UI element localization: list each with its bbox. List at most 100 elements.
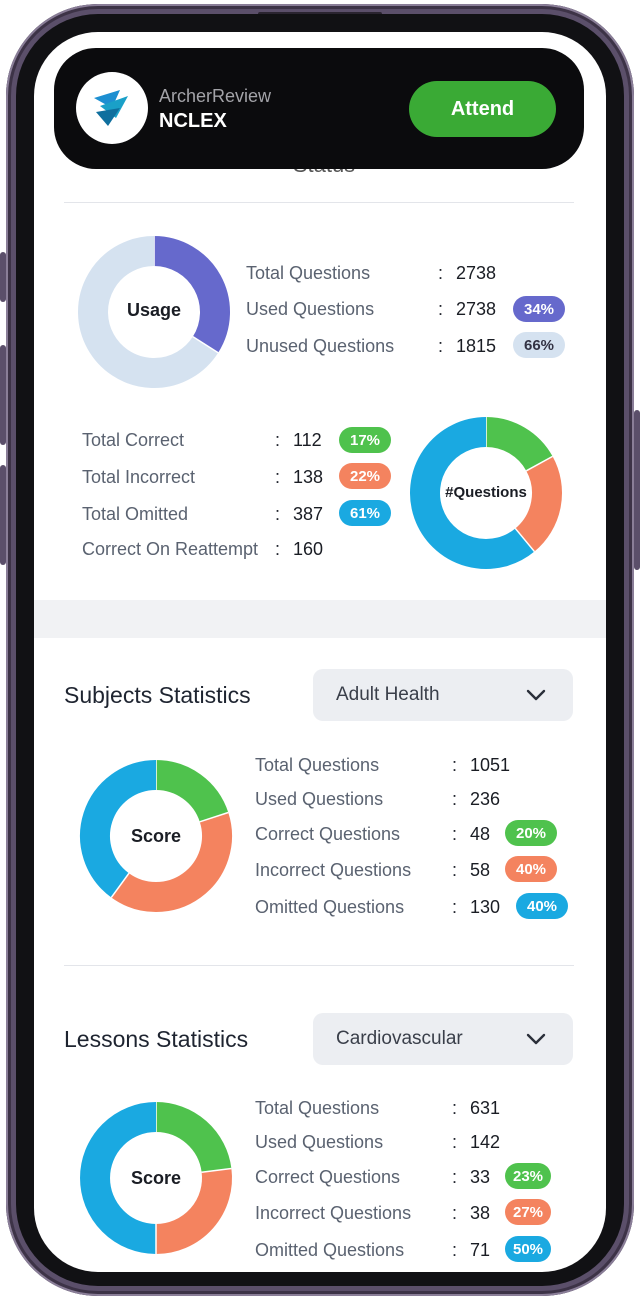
lesson-label: Total Questions	[255, 1098, 380, 1118]
attend-button[interactable]: Attend	[409, 81, 556, 137]
correct-percent-badge: 20%	[505, 820, 557, 846]
app-screen: ArcherReview NCLEX Attend Status Usage T…	[34, 32, 606, 1272]
usage-donut-chart	[78, 236, 230, 388]
colon: :	[275, 504, 281, 524]
subject-value: 1051	[470, 755, 511, 775]
colon: :	[438, 299, 444, 319]
incorrect-slice	[155, 1168, 232, 1254]
omitted-percent-badge: 50%	[505, 1236, 551, 1262]
subject-label: Omitted Questions	[255, 897, 405, 917]
omitted-slice	[410, 417, 535, 569]
subject-value: 58	[470, 860, 491, 880]
correct-percent-badge: 17%	[339, 427, 391, 453]
lesson-label: Incorrect Questions	[255, 1203, 412, 1223]
volume-up-button	[0, 345, 6, 445]
question-label: Total Correct	[82, 430, 185, 450]
usage-value: 2738	[456, 299, 497, 319]
incorrect-percent-badge: 27%	[505, 1199, 551, 1225]
usage-value: 2738	[456, 263, 497, 283]
lesson-value: 38	[470, 1203, 491, 1223]
incorrect-percent-badge: 40%	[505, 856, 557, 882]
colon: :	[452, 897, 458, 917]
colon: :	[452, 1240, 458, 1260]
chevron-down-icon	[526, 689, 546, 701]
subject-label: Total Questions	[255, 755, 380, 775]
chevron-down-icon	[526, 1033, 546, 1045]
subjects-chart-label: Score	[130, 826, 182, 846]
slice-separator	[110, 872, 130, 898]
lessons-chart-label: Score	[130, 1168, 182, 1188]
lesson-value: 71	[470, 1240, 491, 1260]
slice-separator	[525, 455, 553, 472]
subject-dropdown-value: Adult Health	[336, 684, 440, 705]
lesson-dropdown-value: Cardiovascular	[336, 1028, 463, 1049]
unused-slice	[78, 236, 219, 388]
correct-slice	[155, 1102, 232, 1173]
archer-logo	[76, 72, 148, 144]
correct-percent-badge: 23%	[505, 1163, 551, 1189]
omitted-slice	[80, 760, 157, 898]
subjects-title: Subjects Statistics	[64, 682, 251, 708]
usage-value: 1815	[456, 336, 497, 356]
lessons-score-donut-chart	[80, 1102, 232, 1254]
divider	[64, 965, 574, 966]
question-value: 112	[293, 430, 322, 450]
colon: :	[452, 789, 458, 809]
subject-dropdown[interactable]: Adult Health	[313, 669, 573, 721]
correct-slice	[155, 760, 229, 823]
usage-label: Unused Questions	[246, 336, 395, 356]
lesson-label: Omitted Questions	[255, 1240, 405, 1260]
colon: :	[452, 860, 458, 880]
app-name: NCLEX	[159, 110, 227, 132]
correct-slice	[485, 417, 553, 472]
used-percent-badge: 34%	[513, 296, 565, 322]
questions-donut-chart	[410, 417, 562, 569]
colon: :	[452, 1167, 458, 1187]
incorrect-slice	[111, 812, 232, 912]
questions-chart-label: #Questions	[445, 484, 527, 501]
colon: :	[452, 824, 458, 844]
question-value: 138	[293, 467, 324, 487]
lesson-label: Correct Questions	[255, 1167, 401, 1187]
subject-value: 48	[470, 824, 491, 844]
section-separator	[34, 600, 606, 638]
brand-name: ArcherReview	[159, 86, 272, 106]
power-button	[634, 410, 640, 570]
lesson-dropdown[interactable]: Cardiovascular	[313, 1013, 573, 1065]
lessons-title: Lessons Statistics	[64, 1026, 249, 1052]
colon: :	[452, 1098, 458, 1118]
colon: :	[452, 755, 458, 775]
lesson-value: 631	[470, 1098, 501, 1118]
subject-value: 130	[470, 897, 501, 917]
subject-label: Correct Questions	[255, 824, 401, 844]
subjects-score-donut-chart	[80, 760, 232, 912]
slice-separator	[192, 336, 219, 354]
omitted-percent-badge: 40%	[516, 893, 568, 919]
colon: :	[275, 430, 281, 450]
colon: :	[438, 263, 444, 283]
usage-label: Used Questions	[246, 299, 375, 319]
colon: :	[438, 336, 444, 356]
colon: :	[275, 539, 281, 559]
unused-percent-badge: 66%	[513, 332, 565, 358]
incorrect-slice	[514, 456, 562, 552]
colon: :	[452, 1203, 458, 1223]
slice-separator	[514, 527, 536, 553]
action-button	[0, 252, 6, 302]
usage-chart-label: Usage	[126, 300, 182, 320]
divider	[64, 202, 574, 203]
lesson-value: 142	[470, 1132, 501, 1152]
used-slice	[153, 236, 230, 353]
colon: :	[275, 467, 281, 487]
question-label: Total Incorrect	[82, 467, 196, 487]
lesson-label: Used Questions	[255, 1132, 384, 1152]
app-header: ArcherReview NCLEX Attend	[54, 48, 584, 169]
lesson-value: 33	[470, 1167, 491, 1187]
usage-label: Total Questions	[246, 263, 371, 283]
subject-label: Incorrect Questions	[255, 860, 412, 880]
question-label: Total Omitted	[82, 504, 189, 524]
slice-separator	[201, 1167, 232, 1173]
question-value: 160	[293, 539, 324, 559]
question-label: Correct On Reattempt	[82, 539, 259, 559]
question-value: 387	[293, 504, 324, 524]
